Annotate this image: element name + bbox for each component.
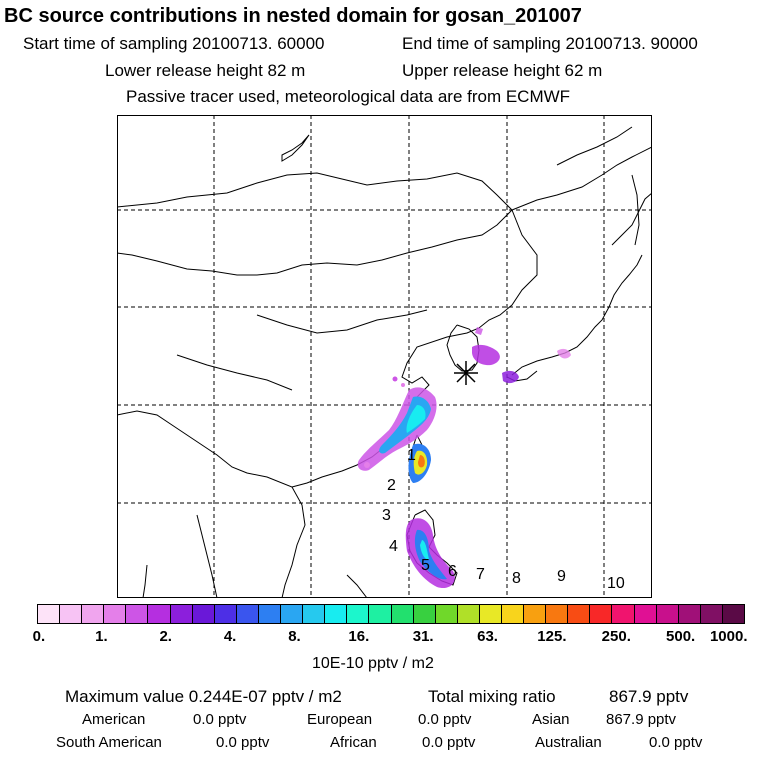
colorbar-swatch (369, 605, 392, 623)
colorbar-swatch (236, 605, 259, 623)
start-time: Start time of sampling 20100713. 60000 (23, 34, 325, 53)
colorbar-swatch (678, 605, 701, 623)
colorbar-swatch (214, 605, 237, 623)
end-time: End time of sampling 20100713. 90000 (402, 34, 698, 53)
map-panel (117, 115, 652, 598)
region-label-6: 6 (448, 563, 457, 580)
colorbar-swatch (347, 605, 370, 623)
american-label: American (82, 711, 146, 728)
colorbar-tick-label: 250. (601, 628, 631, 645)
plot-title: BC source contributions in nested domain… (4, 5, 582, 27)
total-mixing-ratio-value: 867.9 pptv (609, 687, 689, 706)
colorbar-swatch (258, 605, 282, 623)
colorbar-swatch (568, 605, 591, 623)
total-mixing-ratio-label: Total mixing ratio (428, 687, 556, 706)
lat-lon-grid (117, 115, 652, 598)
colorbar-tick-label: 125. (537, 628, 567, 645)
colorbar-swatch (435, 605, 458, 623)
australian-label: Australian (535, 734, 602, 751)
colorbar-swatch (391, 605, 414, 623)
colorbar-tick-label: 8. (288, 628, 301, 645)
colorbar-unit-label: 10E-10 pptv / m2 (312, 655, 434, 672)
asian-value: 867.9 pptv (606, 711, 677, 728)
region-label-9: 9 (557, 568, 566, 585)
region-label-4: 4 (389, 538, 398, 555)
colorbar-swatch (722, 605, 744, 623)
colorbar-swatch (38, 605, 61, 623)
maximum-value: Maximum value 0.244E-07 pptv / m2 (65, 687, 342, 706)
colorbar-tick-label: 1. (95, 628, 108, 645)
tracer-plume (357, 327, 571, 589)
colorbar-swatch (590, 605, 613, 623)
region-label-3: 3 (382, 507, 391, 524)
colorbar-swatch (546, 605, 569, 623)
colorbar-swatch (656, 605, 679, 623)
colorbar-swatch (457, 605, 480, 623)
colorbar-swatch (170, 605, 193, 623)
colorbar-swatch (281, 605, 304, 623)
south-american-value: 0.0 pptv (216, 734, 270, 751)
tracer-note: Passive tracer used, meteorological data… (126, 87, 571, 106)
coastlines (117, 126, 652, 598)
colorbar-swatch (126, 605, 149, 623)
region-label-5: 5 (421, 557, 430, 574)
american-value: 0.0 pptv (193, 711, 247, 728)
colorbar-swatch (524, 605, 547, 623)
colorbar-swatch (501, 605, 525, 623)
receptor-asterisk-marker (454, 361, 478, 385)
colorbar-swatch (82, 605, 105, 623)
lower-release-height: Lower release height 82 m (105, 61, 306, 80)
colorbar-swatch (325, 605, 348, 623)
region-label-1: 1 (407, 447, 416, 464)
colorbar-swatch (700, 605, 723, 623)
colorbar-swatch (303, 605, 326, 623)
colorbar-swatch (192, 605, 215, 623)
colorbar-swatch (148, 605, 171, 623)
colorbar-swatch (612, 605, 635, 623)
region-label-2: 2 (387, 477, 396, 494)
european-label: European (307, 711, 373, 728)
region-label-10: 10 (607, 575, 625, 592)
colorbar-swatch (104, 605, 127, 623)
australian-value: 0.0 pptv (649, 734, 703, 751)
region-label-8: 8 (512, 570, 521, 587)
colorbar-tick-label: 0. (32, 628, 46, 645)
colorbar-tick-label: 1000. (709, 628, 748, 645)
upper-release-height: Upper release height 62 m (402, 61, 603, 80)
south-american-label: South American (56, 734, 162, 751)
colorbar-tick-label: 2. (159, 628, 172, 645)
region-label-7: 7 (476, 566, 485, 583)
colorbar-tick-label: 500. (666, 628, 696, 645)
colorbar-swatch (634, 605, 657, 623)
african-label: African (330, 734, 377, 751)
color-scale-bar (37, 604, 745, 624)
colorbar-swatch (413, 605, 436, 623)
colorbar-tick-label: 16. (348, 628, 370, 645)
colorbar-tick-label: 63. (477, 628, 498, 645)
colorbar-swatch (479, 605, 502, 623)
asian-label: Asian (532, 711, 570, 728)
european-value: 0.0 pptv (418, 711, 472, 728)
colorbar-tick-label: 4. (223, 628, 237, 645)
colorbar-swatch (60, 605, 83, 623)
colorbar-tick-label: 31. (412, 628, 434, 645)
african-value: 0.0 pptv (422, 734, 476, 751)
